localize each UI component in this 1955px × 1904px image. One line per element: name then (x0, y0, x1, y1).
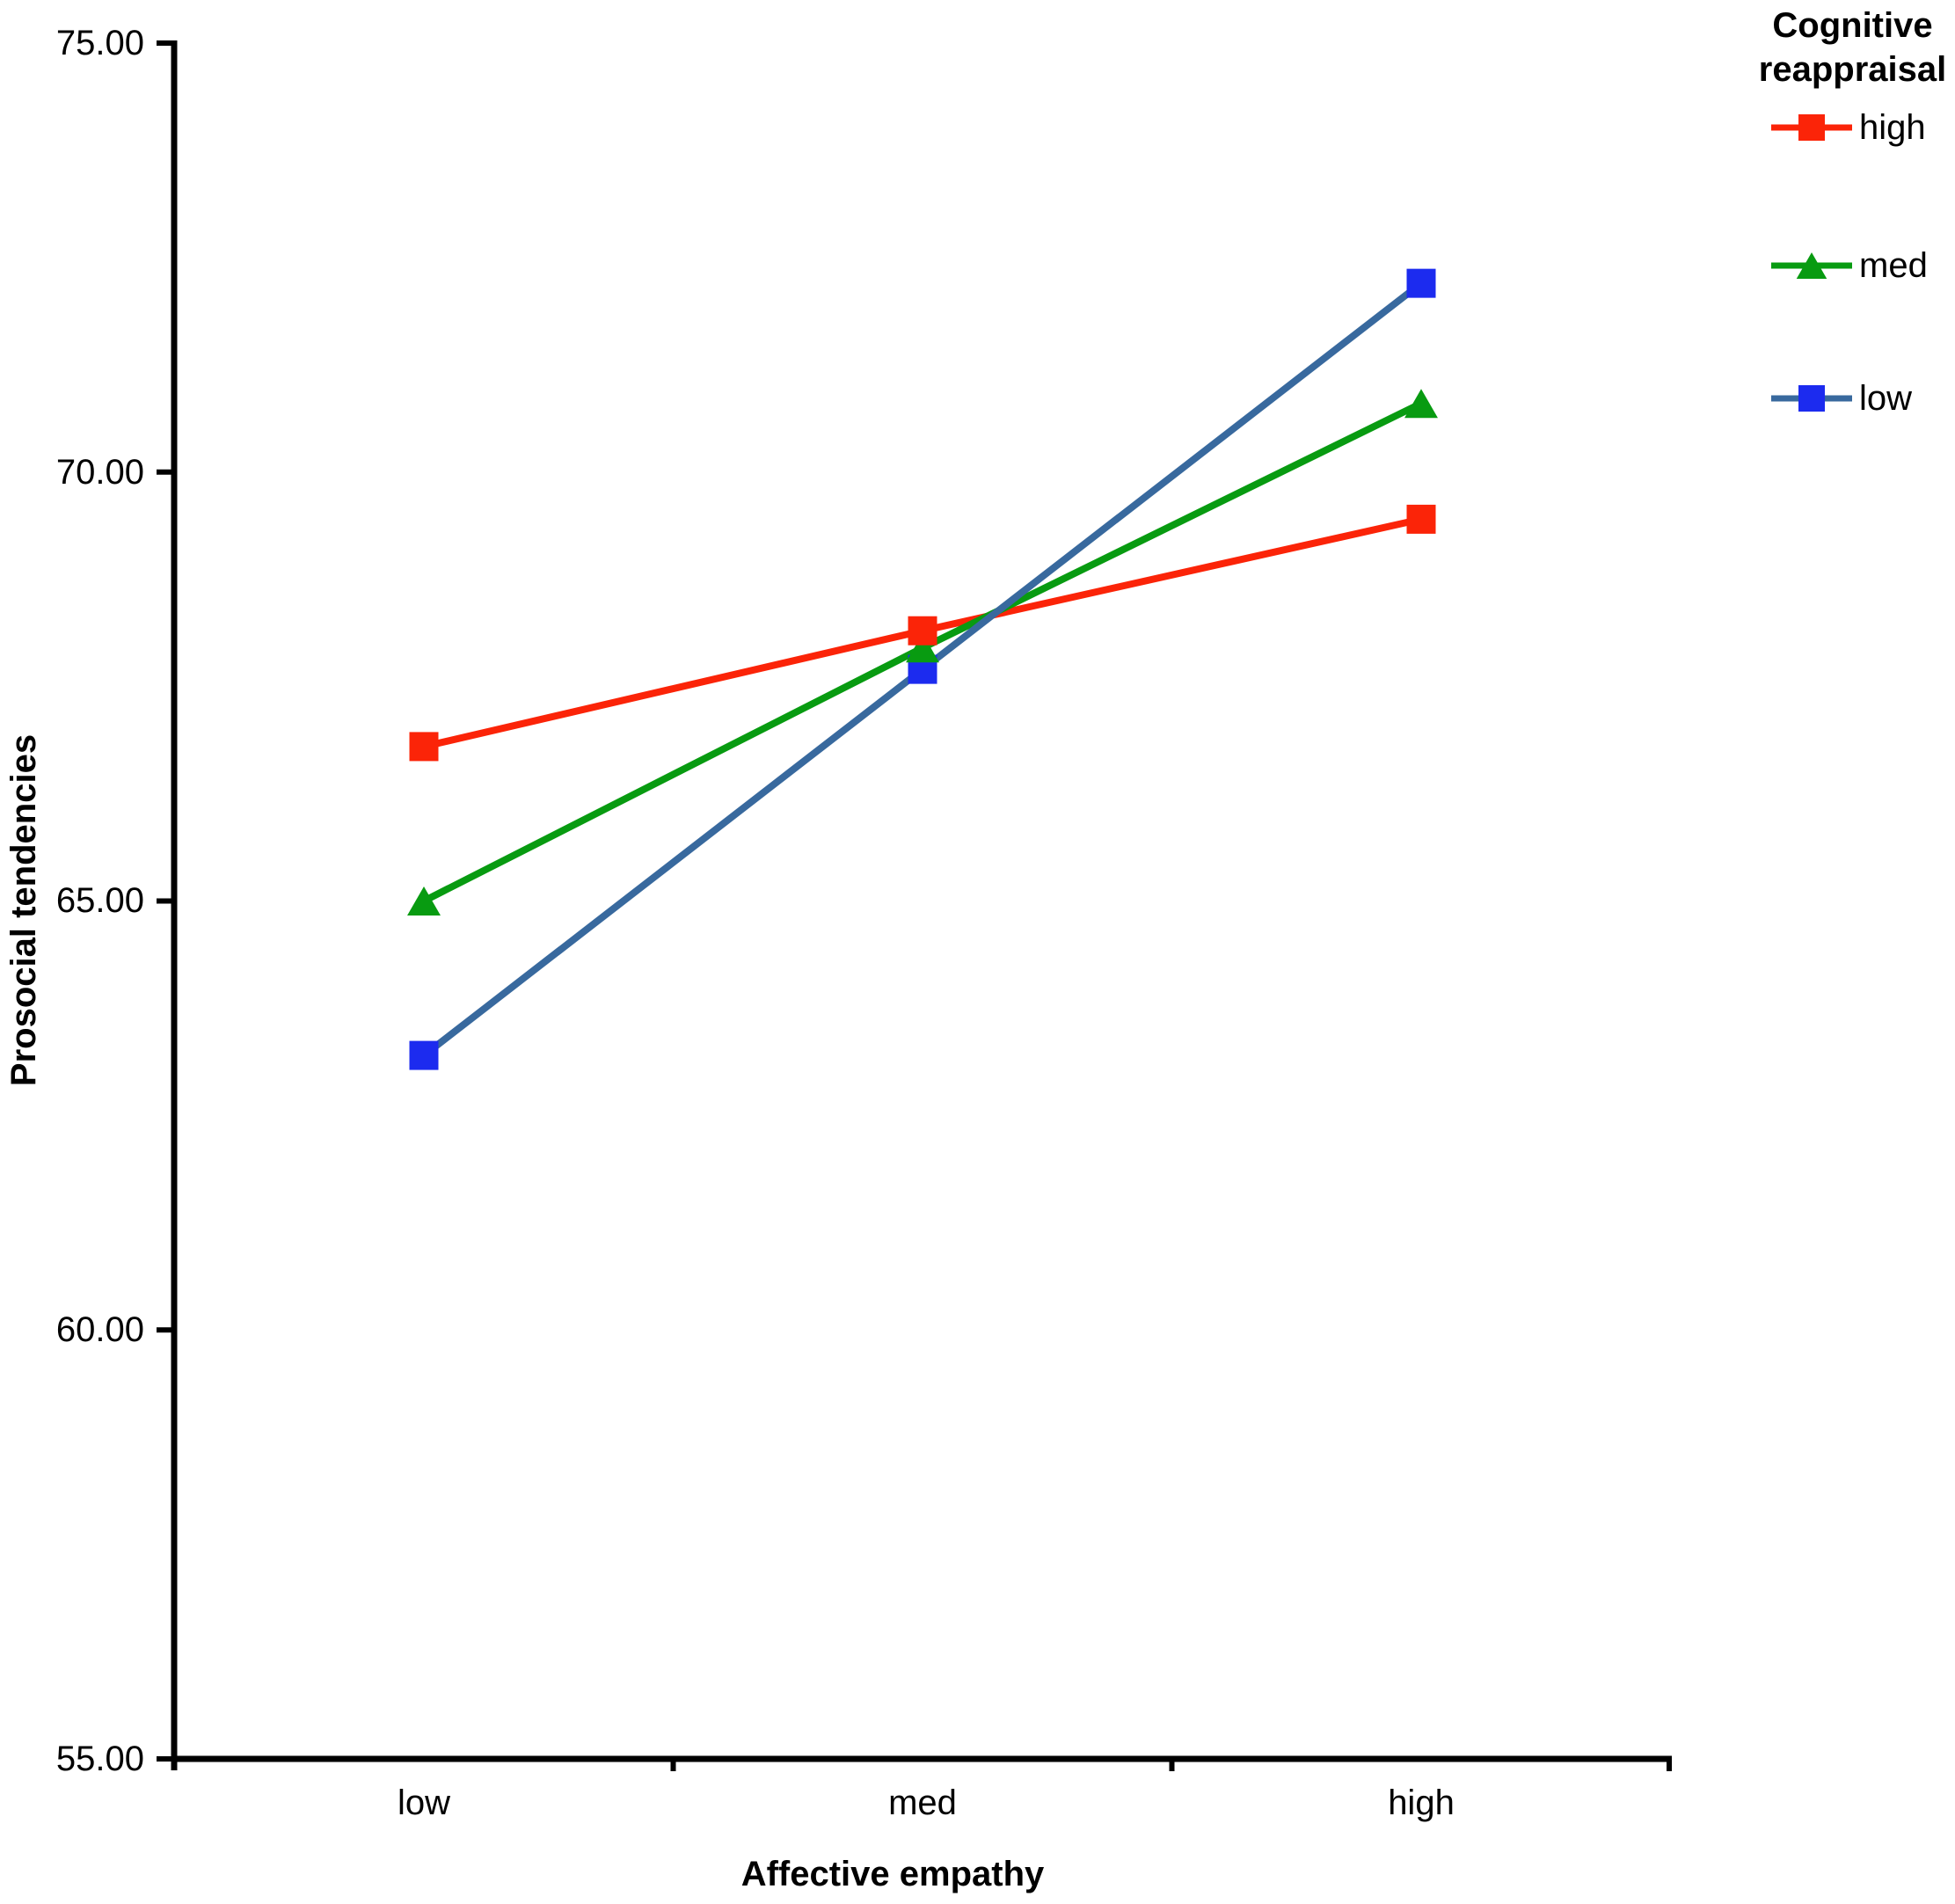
series-marker-med (407, 886, 441, 916)
legend-title: Cognitive reappraisal (1758, 6, 1947, 89)
series-marker-high (908, 616, 937, 646)
y-axis-ticks (157, 40, 174, 1762)
legend-marker-high (1798, 114, 1825, 141)
legend-label-low: low (1859, 379, 1913, 418)
series-layer (407, 268, 1438, 1070)
y-tick-label: 75.00 (55, 24, 144, 62)
series-marker-low (409, 1040, 439, 1070)
x-axis-title: Affective empathy (740, 1855, 1045, 1893)
legend-marker-med (1796, 252, 1827, 279)
series-marker-high (409, 732, 439, 762)
y-tick-label: 60.00 (55, 1310, 144, 1349)
x-tick-label-high: high (1388, 1784, 1455, 1822)
x-tick-label-low: low (397, 1784, 451, 1822)
legend-sample-low (1771, 385, 1852, 412)
legend-item-high: high (1769, 108, 1926, 147)
legend-label-high: high (1859, 108, 1926, 147)
legend-sample-med (1771, 252, 1852, 279)
legend: Cognitive reappraisal high med low (1748, 0, 1955, 457)
legend-item-med: med (1769, 246, 1928, 285)
legend-sample-high (1771, 114, 1852, 141)
y-axis-title: Prosocial tendencies (4, 733, 43, 1087)
legend-marker-low (1798, 385, 1825, 412)
x-axis-ticks (670, 1759, 1672, 1771)
legend-label-med: med (1859, 246, 1928, 285)
series-marker-med (1404, 389, 1438, 419)
y-tick-label: 55.00 (55, 1740, 144, 1778)
series-marker-med (906, 633, 939, 663)
x-tick-label-med: med (888, 1784, 957, 1822)
y-tick-label: 70.00 (55, 453, 144, 492)
y-tick-label: 65.00 (55, 881, 144, 920)
series-marker-high (1406, 504, 1436, 534)
legend-item-low: low (1769, 379, 1912, 418)
series-marker-low (1406, 268, 1436, 298)
